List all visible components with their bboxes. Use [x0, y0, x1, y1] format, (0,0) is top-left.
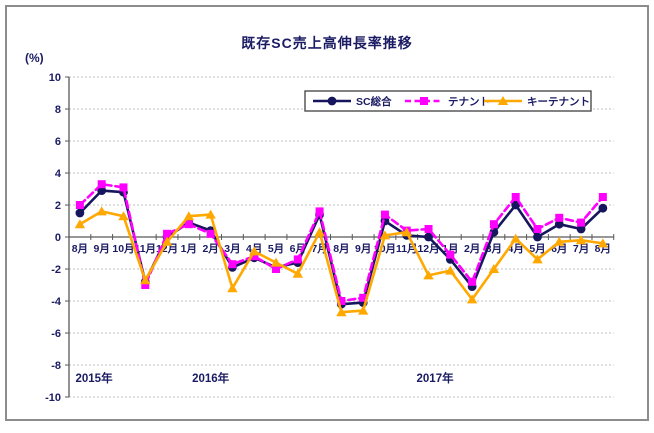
- x-tick-label: 10月: [112, 243, 134, 255]
- x-tick-label: 9月: [94, 243, 110, 255]
- series-1-point-4: [163, 229, 172, 238]
- series-1-point-16: [424, 225, 433, 233]
- x-tick-label: 1月: [442, 243, 458, 255]
- series-1-point-20: [511, 193, 520, 201]
- series-1-point-23: [577, 218, 586, 227]
- y-tick-label: -2: [51, 264, 61, 276]
- y-tick-label: 8: [55, 104, 61, 116]
- series-2-point-12: [336, 307, 347, 317]
- series-2-point-3: [140, 275, 151, 285]
- x-tick-label: 11月: [396, 243, 418, 255]
- series-1-point-3: [141, 281, 150, 289]
- x-tick-label: 12月: [417, 243, 439, 255]
- series-1-point-10: [293, 255, 302, 264]
- series-2-point-10: [292, 268, 303, 278]
- series-1-point-18: [468, 277, 477, 286]
- legend-label-2: キーテナント: [527, 96, 590, 108]
- x-tick-label: 8月: [333, 243, 349, 255]
- legend-marker-triangle-icon: [497, 96, 509, 105]
- y-tick-label: 2: [55, 200, 61, 212]
- year-label: 2016年: [192, 371, 230, 385]
- year-label: 2017年: [417, 371, 455, 385]
- series-0-point-21: [533, 232, 542, 242]
- x-tick-label: 2月: [464, 243, 480, 255]
- series-2-point-9: [270, 257, 282, 267]
- series-1-point-1: [97, 180, 106, 189]
- series-1-point-21: [533, 225, 542, 233]
- series-2-point-13: [357, 305, 369, 315]
- series-2-point-20: [510, 233, 521, 243]
- series-0-point-16: [424, 232, 433, 242]
- chart-title: 既存SC売上高伸長率推移: [241, 35, 413, 51]
- x-tick-label: 3月: [224, 243, 240, 255]
- legend-label-1: テナント: [448, 96, 490, 108]
- y-tick-label: -10: [45, 392, 61, 404]
- series-1-point-12: [337, 297, 346, 305]
- legend-marker-circle-icon: [327, 96, 337, 106]
- series-0-point-22: [554, 219, 564, 229]
- series-1-point-14: [380, 210, 389, 219]
- x-tick-label: 7月: [573, 243, 589, 255]
- x-tick-label: 5月: [268, 243, 284, 255]
- series-2-point-18: [466, 294, 478, 304]
- series-1-point-17: [446, 250, 455, 259]
- series-2-point-19: [488, 264, 500, 273]
- chart-frame: 既存SC売上高伸長率推移 (%) 10 8 6 4 2 0 -2 -4 -6 -8 -10 8月 9月 1…: [5, 5, 649, 421]
- series-2-point-5: [183, 211, 195, 221]
- series-2-point-2: [118, 211, 129, 221]
- series-1-point-0: [75, 201, 84, 209]
- series-2-point-14: [379, 230, 391, 240]
- series-2-point-15: [401, 227, 412, 237]
- series-1-point-22: [555, 213, 564, 222]
- x-tick-label: 8月: [72, 243, 88, 255]
- x-tick-label: 9月: [355, 243, 371, 255]
- series-1-point-6: [206, 229, 215, 238]
- series-1-point-13: [359, 293, 368, 302]
- series-2-point-11: [314, 227, 325, 237]
- series-1-point-8: [250, 252, 259, 261]
- series-1-point-11: [315, 207, 324, 216]
- x-tick-label: 5月: [529, 243, 545, 255]
- series-2-point-6: [205, 209, 216, 219]
- series-1-point-2: [119, 183, 128, 192]
- series-2-point-23: [575, 235, 587, 245]
- series-2-point-0: [74, 219, 86, 229]
- series-2-point-24: [597, 238, 609, 248]
- series-2-point-21: [532, 254, 543, 264]
- series-1-point-5: [184, 220, 193, 229]
- series-2-point-8: [249, 246, 260, 256]
- series-0-point-24: [598, 203, 608, 213]
- series-2-point-7: [227, 283, 238, 293]
- series-2-point-17: [445, 265, 456, 275]
- y-tick-label: 0: [55, 232, 61, 244]
- y-tick-label: -8: [51, 360, 61, 372]
- series-2-point-4: [161, 236, 173, 246]
- series-1-point-19: [489, 220, 498, 229]
- series-0-point-1: [97, 186, 107, 196]
- chart-svg: 1086420-2-4-6-8-108月9月10月11月12月1月2月3月4月5…: [45, 72, 615, 404]
- series-0-point-0: [75, 208, 85, 218]
- y-axis-unit-label: (%): [25, 51, 44, 65]
- x-tick-label: 11月: [134, 243, 156, 255]
- legend-marker-square-icon: [420, 97, 428, 105]
- y-tick-label: 10: [49, 72, 61, 84]
- y-tick-label: -6: [51, 328, 61, 340]
- legend-label-0: SC総合: [356, 95, 392, 108]
- series-2-point-1: [96, 206, 107, 216]
- legend-box: [304, 90, 592, 112]
- series-1-point-9: [272, 265, 281, 273]
- y-tick-label: 6: [55, 136, 61, 148]
- x-tick-label: 3月: [486, 243, 502, 255]
- y-tick-label: -4: [51, 296, 62, 308]
- year-label: 2015年: [76, 371, 114, 385]
- x-tick-label: 1月: [181, 243, 197, 255]
- series-1-point-7: [228, 260, 237, 269]
- series-2-point-22: [554, 236, 565, 246]
- y-tick-label: 4: [55, 168, 62, 180]
- series-0-point-20: [511, 200, 521, 210]
- x-tick-label: 2月: [202, 243, 218, 255]
- series-0-point-23: [576, 224, 586, 234]
- series-2-point-16: [423, 270, 434, 280]
- series-1-point-24: [598, 193, 607, 201]
